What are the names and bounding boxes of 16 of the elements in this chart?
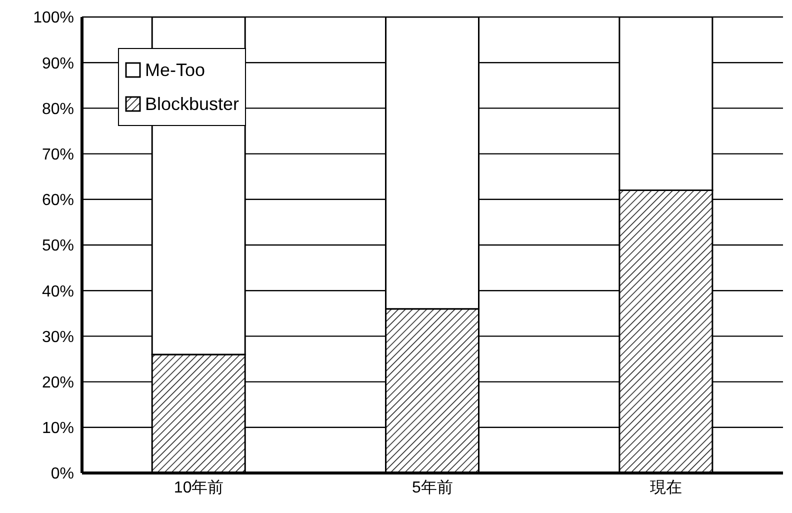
y-tick-label: 40%	[42, 283, 74, 300]
x-tick-label: 現在	[650, 479, 682, 496]
y-tick-label: 20%	[42, 374, 74, 392]
x-tick-label: 5年前	[412, 478, 453, 496]
y-tick-label: 100%	[33, 10, 74, 27]
y-tick-label: 60%	[42, 192, 74, 210]
legend-label: Blockbuster	[145, 94, 240, 114]
y-tick-label: 30%	[42, 328, 74, 346]
y-tick-label: 0%	[50, 466, 74, 483]
y-tick-label: 50%	[42, 238, 74, 255]
y-tick-label: 70%	[42, 146, 74, 164]
y-tick-label: 10%	[42, 420, 74, 438]
y-tick-label: 90%	[42, 55, 74, 72]
x-tick-label: 10年前	[174, 478, 224, 496]
legend-label: Me-Too	[145, 60, 206, 80]
y-tick-label: 80%	[42, 100, 74, 118]
